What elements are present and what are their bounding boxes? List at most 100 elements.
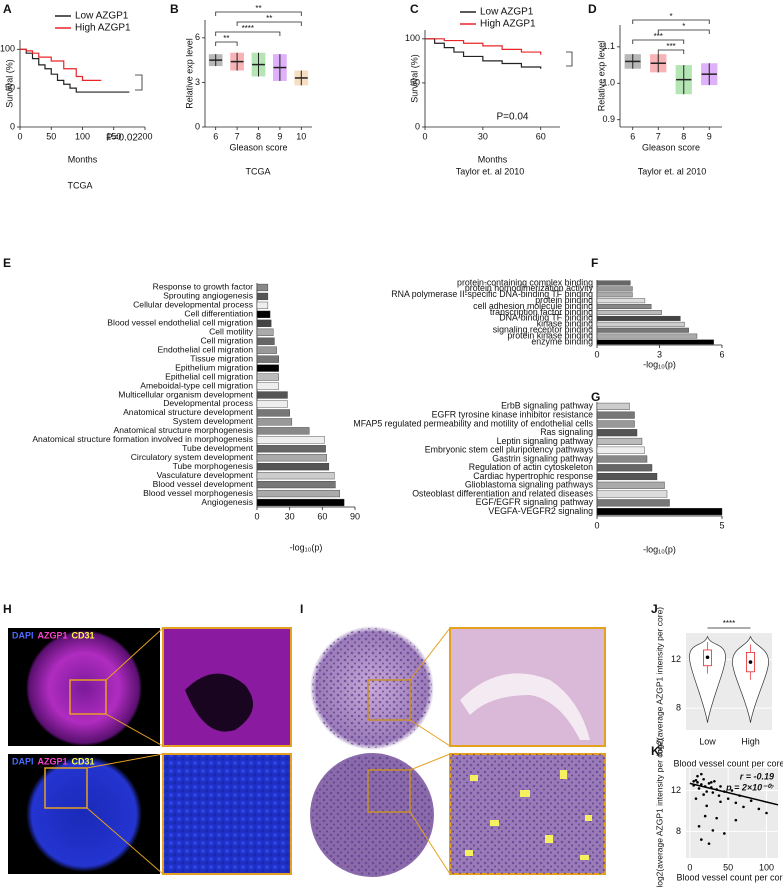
significance-bracket [632,19,710,24]
chart-scatter: 8 12 log2(average AZGP1 intensity per core… [654,738,783,887]
bar [256,445,326,453]
category-label: System development [173,416,254,426]
x-tick-label: High [741,736,760,746]
bar [256,346,277,354]
bar [596,333,698,339]
panel-label: D [588,2,597,16]
category-label: Blood vessel morphogenesis [143,488,253,498]
x-tick-label: 9 [277,131,282,141]
bar [256,364,279,372]
category-label: enzyme binding [531,336,593,346]
stain-label: CD31 [72,756,95,766]
bar [256,480,336,489]
bar [256,319,272,327]
point [703,814,707,818]
p-value: P=0.02 [106,133,138,144]
category-label: Tissue migration [190,353,253,363]
category-label: Ameboidal-type cell migration [140,380,253,390]
stain-label: CD31 [72,630,95,640]
zoom-link [105,627,164,681]
bar [256,283,269,292]
y-tick-label: 50 [410,77,420,87]
point [717,794,721,797]
stain-label: AZGP1 [38,756,68,766]
bar [596,429,638,437]
survival-curve [425,38,542,55]
point [711,791,715,794]
category-label: Cell motility [209,327,254,337]
category-label: Cell differentiation [184,309,253,319]
significance-label: ** [266,14,272,23]
y-tick-label: 100 [0,44,15,54]
x-tick-label: 6 [630,131,635,141]
x-tick-label: 10 [296,131,306,141]
zoom-link [409,627,451,681]
bar [596,411,635,419]
category-label: cell adhesion molecule binding [473,301,593,311]
bar [256,355,279,363]
x-axis-label: Gleason score [642,142,700,152]
panel-label: I [300,602,303,616]
significance-label: *** [666,42,675,51]
stain-label: AZGP1 [38,630,68,640]
y-axis-label: Relative exp level [596,41,606,112]
significance-label: ** [255,4,261,13]
zoom-panel [162,753,292,875]
category-label: Cardiac hypertrophic response [473,471,593,481]
x-axis-label: Blood vessel count per core [673,758,783,768]
significance-bracket [215,41,238,46]
zoom-link [86,807,164,875]
point [723,832,726,835]
category-label: protein binding [535,295,593,305]
category-label: Developmental process [163,398,253,408]
category-label: MFAP5 regulated permeability and motilit… [353,418,593,428]
x-tick-label: 8 [681,131,686,141]
point [702,793,705,796]
significance-label: *** [654,32,663,41]
chart-line: 0 50 100 Survival (%) 0 50 100 150 200 Months TCGA… [0,11,153,191]
point [734,818,738,822]
zoom-box [69,679,107,715]
zoom-box [44,767,88,809]
vessel-highlights [465,770,592,860]
y-axis-label: Relative exp level [184,38,194,109]
category-label: Blood vessel development [153,479,254,489]
panel-label: C [410,2,419,16]
significance-label: **** [242,24,254,33]
category-label: Anatomical structure development [123,407,254,417]
category-label: Anatomical structure formation involved … [32,434,253,444]
x-tick-label: 6 [213,131,218,141]
x-tick-label: 5 [719,520,724,530]
category-label: Epithelium migration [175,362,253,372]
bar [256,310,271,318]
zoom-box [367,769,411,813]
regression-line [689,782,779,806]
x-axis-label: -log₁₀(p) [643,359,676,369]
bar [256,373,279,381]
point [726,797,730,800]
bar [596,315,681,321]
survival-curve [425,38,542,69]
category-label: VEGFA-VEGFR2 signaling [488,506,593,516]
bar [256,328,274,336]
zoom-texture [450,754,605,874]
y-tick-label: 100 [405,33,420,43]
x-axis-label: Months [478,154,508,164]
category-label: protein homodimerization activity [465,283,594,293]
x-tick-label: 9 [707,131,712,141]
x-tick-label: 50 [723,862,733,872]
bar [256,489,340,498]
caption: Taylor et. al 2010 [456,166,525,176]
point [710,781,713,784]
bar [256,427,310,435]
legend-label: High AZGP1 [480,19,536,30]
bar [256,409,290,417]
category-label: Sprouting angiogenesis [163,291,253,301]
stain-label: DAPI [12,630,34,640]
bar [256,391,288,399]
significance-bracket [236,21,302,26]
legend-label: Low AZGP1 [480,7,534,18]
caption: Taylor et. al 2010 [638,166,707,176]
chart-violin: 8 12 log2(average AZGP1 intensity per core… [654,607,783,769]
